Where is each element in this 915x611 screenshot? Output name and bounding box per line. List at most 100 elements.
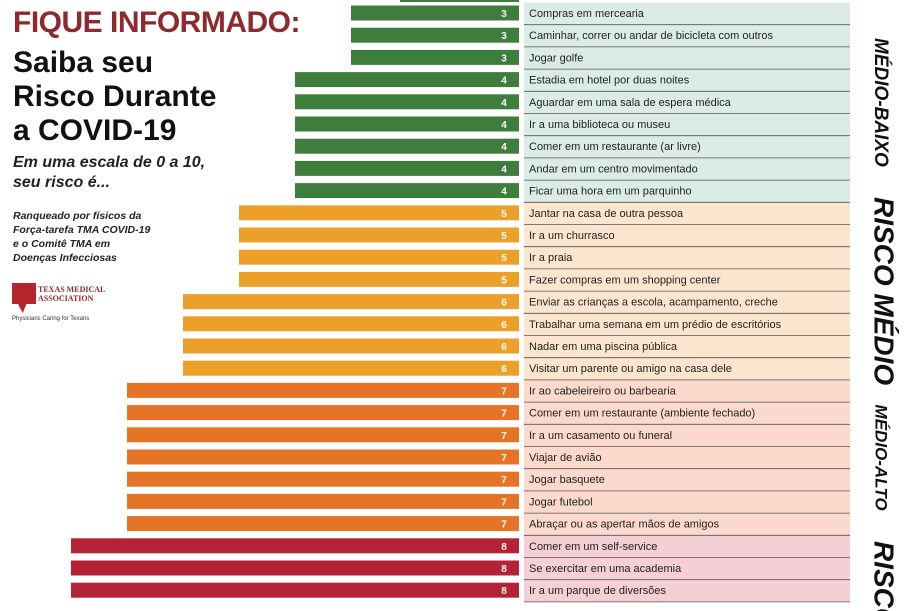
bar-value-12: 5 bbox=[501, 275, 507, 286]
bar-value-26: 8 bbox=[501, 586, 507, 597]
logo-name-line-2: ASSOCIATION bbox=[38, 294, 94, 303]
bar-19 bbox=[127, 427, 519, 443]
logo-name: TEXAS MEDICAL ASSOCIATION bbox=[38, 285, 126, 303]
activity-label-2: Jogar golfe bbox=[529, 52, 583, 64]
bar-value-6: 4 bbox=[501, 142, 507, 153]
bar-13 bbox=[183, 294, 519, 310]
activity-label-4: Aguardar em uma sala de espera médica bbox=[529, 97, 732, 109]
title-line-3: a COVID-19 bbox=[13, 114, 177, 147]
bar-value-23: 7 bbox=[501, 520, 507, 531]
bar-value-19: 7 bbox=[501, 431, 507, 442]
bar-value-0: 3 bbox=[501, 9, 507, 20]
activity-label-22: Jogar futebol bbox=[529, 496, 593, 508]
bar-value-10: 5 bbox=[501, 231, 507, 242]
activity-label-1: Caminhar, correr ou andar de bicicleta c… bbox=[529, 30, 773, 42]
bar-11 bbox=[239, 249, 519, 265]
activity-label-24: Comer em um self-service bbox=[529, 541, 657, 553]
bar-0 bbox=[351, 5, 519, 21]
bar-5 bbox=[295, 116, 519, 132]
risk-band-2 bbox=[524, 379, 850, 536]
band-label-0: MÉDIO-BAIXO bbox=[870, 38, 892, 167]
bar-remnant-top bbox=[400, 0, 519, 2]
bar-16 bbox=[183, 360, 519, 376]
tma-logo: TEXAS MEDICAL ASSOCIATION Physicians Car… bbox=[10, 283, 125, 325]
bar-value-24: 8 bbox=[501, 542, 507, 553]
bar-22 bbox=[127, 493, 519, 509]
activity-label-8: Ficar uma hora em um parquinho bbox=[529, 186, 692, 198]
bar-2 bbox=[351, 49, 519, 65]
bar-9 bbox=[239, 205, 519, 221]
bar-8 bbox=[295, 183, 519, 199]
bar-value-25: 8 bbox=[501, 564, 507, 575]
bar-6 bbox=[295, 138, 519, 154]
bar-value-1: 3 bbox=[501, 31, 507, 42]
bar-15 bbox=[183, 338, 519, 354]
logo-tagline: Physicians Caring for Texans bbox=[12, 316, 90, 322]
bar-3 bbox=[295, 72, 519, 88]
bar-12 bbox=[239, 271, 519, 287]
activity-label-0: Compras em mercearia bbox=[529, 8, 645, 20]
bar-18 bbox=[127, 405, 519, 421]
logo-name-line-1: TEXAS MEDICAL bbox=[38, 285, 106, 294]
risk-band-0 bbox=[524, 2, 850, 203]
credit-line-4: Doenças Infecciosas bbox=[13, 252, 117, 264]
title-line-1: Saiba seu bbox=[13, 46, 154, 79]
band-label-2: MÉDIO-ALTO bbox=[872, 405, 891, 511]
bar-21 bbox=[127, 471, 519, 487]
bar-value-17: 7 bbox=[501, 386, 507, 397]
bar-value-4: 4 bbox=[501, 98, 507, 109]
bar-23 bbox=[127, 516, 519, 532]
band-label-1: RISCO MÉDIO bbox=[869, 197, 900, 385]
bar-value-22: 7 bbox=[501, 497, 507, 508]
credit-line-1: Ranqueado por físicos da bbox=[13, 210, 142, 222]
bar-24 bbox=[71, 538, 519, 554]
bar-14 bbox=[183, 316, 519, 332]
bar-value-11: 5 bbox=[501, 253, 507, 264]
activity-label-17: Ir ao cabeleireiro ou barbearia bbox=[529, 385, 677, 397]
activity-label-25: Se exercitar em uma academia bbox=[529, 563, 682, 575]
activity-label-6: Comer em um restaurante (ar livre) bbox=[529, 141, 701, 153]
bar-value-21: 7 bbox=[501, 475, 507, 486]
bar-4 bbox=[295, 94, 519, 110]
activity-label-13: Enviar as crianças a escola, acampamento… bbox=[529, 297, 778, 309]
title-line-2: Risco Durante bbox=[13, 80, 217, 113]
activity-label-20: Viajar de avião bbox=[529, 452, 602, 464]
bar-value-7: 4 bbox=[501, 164, 507, 175]
activity-label-5: Ir a uma biblioteca ou museu bbox=[529, 119, 670, 131]
bar-value-9: 5 bbox=[501, 209, 507, 220]
activity-label-19: Ir a um casamento ou funeral bbox=[529, 430, 672, 442]
bar-7 bbox=[295, 160, 519, 176]
risk-band-3 bbox=[524, 535, 850, 602]
activity-label-26: Ir a um parque de diversões bbox=[529, 585, 666, 597]
activity-label-12: Fazer compras em um shopping center bbox=[529, 274, 721, 286]
credit-line-3: e o Comitê TMA em bbox=[13, 238, 111, 250]
bar-10 bbox=[239, 227, 519, 243]
bar-value-8: 4 bbox=[501, 187, 507, 198]
activity-label-7: Andar em um centro movimentado bbox=[529, 163, 698, 175]
activity-label-15: Nadar em uma piscina pública bbox=[529, 341, 678, 353]
header-fique-informado: FIQUE INFORMADO: bbox=[13, 6, 300, 39]
bar-26 bbox=[71, 582, 519, 598]
activity-label-3: Estadia em hotel por duas noites bbox=[529, 75, 690, 87]
activity-label-21: Jogar basquete bbox=[529, 474, 605, 486]
bar-value-16: 6 bbox=[501, 364, 507, 375]
activity-label-10: Ir a um churrasco bbox=[529, 230, 615, 242]
activity-label-16: Visitar um parente ou amigo na casa dele bbox=[529, 363, 732, 375]
activity-label-23: Abraçar ou as apertar mãos de amigos bbox=[529, 519, 720, 531]
texas-shield-icon bbox=[12, 283, 36, 313]
activity-label-11: Ir a praia bbox=[529, 252, 573, 264]
activity-label-14: Trabalhar uma semana em um prédio de esc… bbox=[529, 319, 782, 331]
bar-value-15: 6 bbox=[501, 342, 507, 353]
scale-subtitle: Em uma escala de 0 a 10, seu risco é... bbox=[13, 153, 253, 193]
credit-text: Ranqueado por físicos da Força-tarefa TM… bbox=[13, 209, 193, 265]
page-title: Saiba seu Risco Durante a COVID-19 bbox=[13, 46, 263, 148]
bar-value-13: 6 bbox=[501, 298, 507, 309]
bar-1 bbox=[351, 27, 519, 43]
bar-25 bbox=[71, 560, 519, 576]
bar-17 bbox=[127, 382, 519, 398]
bar-value-14: 6 bbox=[501, 320, 507, 331]
activity-label-18: Comer em um restaurante (ambiente fechad… bbox=[529, 408, 755, 420]
activity-label-9: Jantar na casa de outra pessoa bbox=[529, 208, 684, 220]
credit-line-2: Força-tarefa TMA COVID-19 bbox=[13, 224, 151, 236]
